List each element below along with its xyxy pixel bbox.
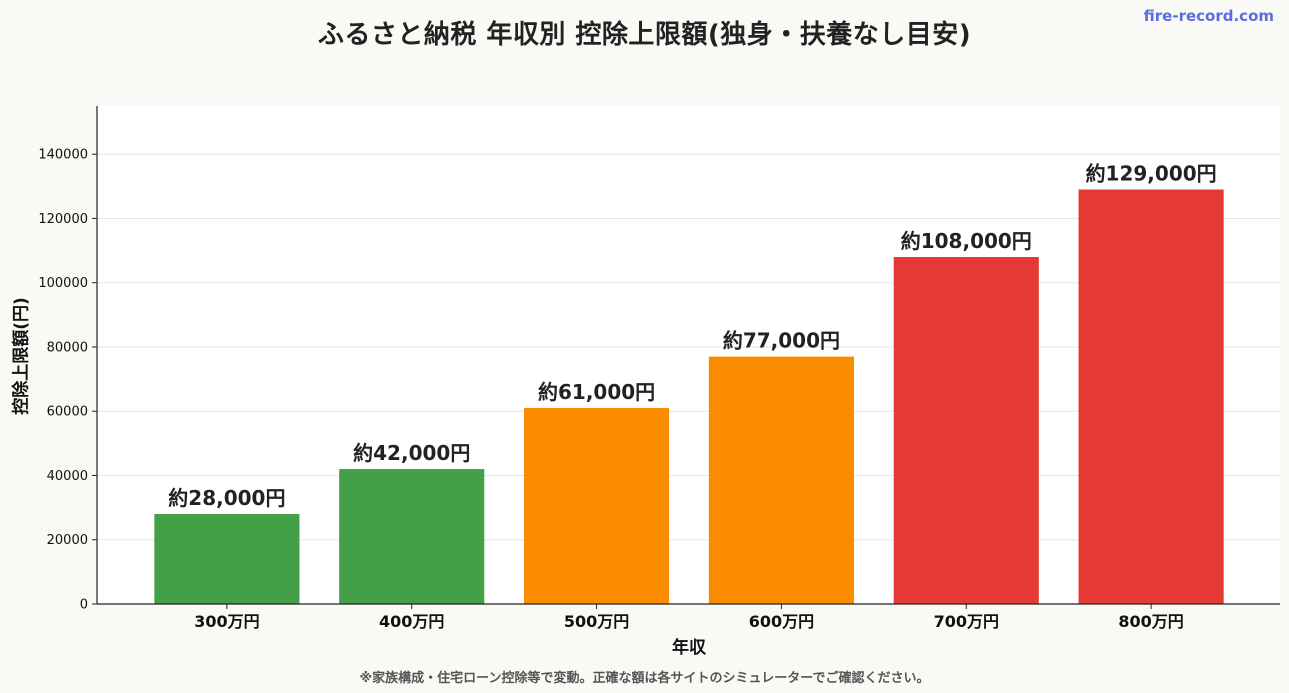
x-tick-label: 300万円: [194, 612, 259, 631]
bar-data-label: 約42,000円: [353, 441, 470, 465]
bar: [708, 356, 854, 604]
x-tick-label: 400万円: [379, 612, 444, 631]
y-tick-label: 80000: [47, 340, 88, 355]
y-tick-label: 60000: [47, 405, 88, 420]
y-tick-label: 100000: [38, 276, 88, 291]
y-axis-label: 控除上限額(円): [11, 297, 32, 415]
y-tick-label: 20000: [47, 533, 88, 548]
x-axis-label: 年収: [672, 638, 706, 658]
bar: [524, 408, 670, 604]
footnote: ※家族構成・住宅ローン控除等で変動。正確な額は各サイトのシミュレーターでご確認く…: [359, 671, 930, 686]
bar-data-label: 約61,000円: [538, 380, 655, 404]
bar-data-label: 約129,000円: [1086, 162, 1217, 186]
brand-link[interactable]: fire-record.com: [1143, 7, 1274, 25]
chart-title: ふるさと納税 年収別 控除上限額(独身・扶養なし目安): [317, 20, 972, 50]
bar: [154, 514, 300, 604]
bar: [339, 469, 485, 604]
y-tick-label: 140000: [38, 148, 88, 163]
bar-data-label: 約28,000円: [168, 486, 285, 510]
bar: [1078, 189, 1224, 605]
y-tick-label: 120000: [38, 212, 88, 227]
bar: [893, 257, 1039, 604]
x-tick-label: 700万円: [934, 612, 999, 631]
x-tick-label: 600万円: [749, 612, 814, 631]
bar-data-label: 約108,000円: [901, 229, 1032, 253]
x-tick-label: 500万円: [564, 612, 629, 631]
y-tick-label: 40000: [47, 469, 88, 484]
x-tick-label: 800万円: [1118, 612, 1183, 631]
y-tick-label: 0: [80, 598, 88, 613]
bar-data-label: 約77,000円: [723, 329, 840, 353]
